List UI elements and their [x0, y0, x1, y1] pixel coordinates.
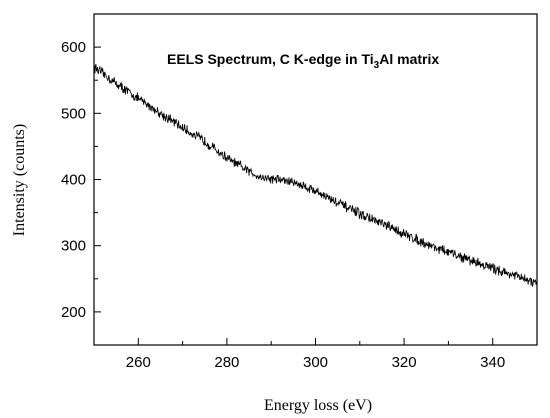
chart-title-tail: Al matrix	[379, 51, 439, 67]
y-axis-title: Intensity (counts)	[11, 124, 28, 236]
y-tick-label: 400	[61, 172, 86, 189]
x-tick-label: 340	[480, 354, 505, 371]
x-axis-title: Energy loss (eV)	[264, 397, 372, 414]
x-tick-label: 320	[392, 354, 417, 371]
y-tick-label: 200	[61, 304, 86, 321]
y-tick-label: 300	[61, 238, 86, 255]
chart-title-subscript: 3	[374, 60, 380, 71]
x-tick-label: 300	[303, 354, 328, 371]
y-tick-label: 600	[61, 39, 86, 56]
chart-title-main: EELS Spectrum, C K-edge in Ti	[167, 51, 374, 67]
y-tick-label: 500	[61, 105, 86, 122]
x-tick-label: 280	[214, 354, 239, 371]
chart-title: EELS Spectrum, C K-edge in Ti3Al matrix	[167, 51, 439, 71]
plot-area	[93, 63, 538, 287]
spectrum-line	[93, 63, 538, 287]
axes: 260 280 300 320 340 200 300 400 500 600	[61, 13, 538, 371]
x-tick-label: 260	[126, 354, 151, 371]
